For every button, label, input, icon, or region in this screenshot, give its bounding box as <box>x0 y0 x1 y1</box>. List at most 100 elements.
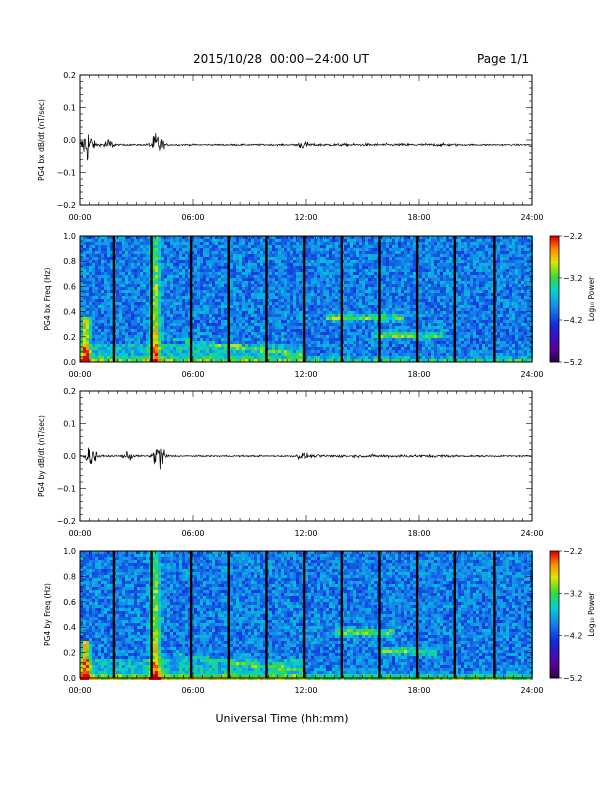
data-gap <box>189 236 193 362</box>
data-gap <box>378 236 381 362</box>
colorbar-swatch <box>550 309 559 313</box>
colorbar-swatch <box>550 650 559 654</box>
data-gap <box>227 551 230 678</box>
x-tick-label: 24:00 <box>520 213 543 222</box>
colorbar-swatch <box>550 610 559 613</box>
colorbar-swatch <box>550 557 559 560</box>
colorbar-swatch <box>550 265 559 268</box>
colorbar-swatch <box>550 635 559 639</box>
colorbar-swatch <box>550 563 559 567</box>
colorbar-swatch <box>550 299 559 302</box>
y-axis-label: PG4 by dB/dt (nT/sec) <box>37 415 46 497</box>
x-tick-label: 18:00 <box>407 213 430 222</box>
data-gap <box>340 236 343 362</box>
y-tick-label: 0.0 <box>63 674 76 683</box>
spectrogram-panel-3: 1.0 0.8 0.6 0.4 0.2 0.0 00:00 06:00 12:00 18:00 24… <box>43 547 596 695</box>
y-tick-label: 0.4 <box>63 623 76 632</box>
colorbar-swatch <box>550 555 559 558</box>
data-gap <box>265 551 268 678</box>
colorbar-swatch <box>550 269 559 273</box>
y-tick-label: −0.1 <box>57 169 76 178</box>
colorbar-swatch <box>550 633 559 637</box>
colorbar-label: Log₁₀ Power <box>587 591 596 636</box>
colorbar-swatch <box>550 559 559 563</box>
colorbar-swatch <box>550 652 559 656</box>
data-gap <box>453 236 456 362</box>
colorbar-tick-label: −3.2 <box>563 589 582 598</box>
data-gap <box>265 236 268 362</box>
colorbar-swatch <box>550 603 559 607</box>
colorbar-swatch <box>550 667 559 671</box>
colorbar-swatch <box>550 637 559 641</box>
colorbar-swatch <box>550 639 559 643</box>
x-tick-label: 18:00 <box>407 529 430 538</box>
colorbar-swatch <box>550 553 559 556</box>
colorbar-swatch <box>550 259 559 262</box>
data-gap <box>150 551 153 678</box>
colorbar-swatch <box>550 313 559 317</box>
colorbar-swatch <box>550 565 559 569</box>
y-tick-label: 1.0 <box>63 547 76 556</box>
colorbar-swatch <box>550 278 559 281</box>
colorbar-swatch <box>550 675 559 679</box>
colorbar-swatch <box>550 631 559 635</box>
x-tick-label: 06:00 <box>181 529 204 538</box>
colorbar-swatch <box>550 301 559 304</box>
colorbar-tick-label: −4.2 <box>563 316 582 325</box>
colorbar-swatch <box>550 238 559 241</box>
y-tick-label: 0.8 <box>63 257 76 266</box>
colorbar-tick-label: −3.2 <box>563 274 582 283</box>
colorbar-swatch <box>550 324 559 327</box>
y-tick-label: 0.2 <box>63 333 76 342</box>
page-indicator: Page 1/1 <box>477 52 530 66</box>
colorbar: −2.2 −3.2 −4.2 −5.2 Log₁₀ Power <box>549 232 596 367</box>
colorbar-swatch <box>550 254 559 258</box>
colorbar-swatch <box>550 280 559 283</box>
colorbar-swatch <box>550 257 559 260</box>
colorbar-swatch <box>550 595 559 599</box>
colorbar-swatch <box>550 658 559 662</box>
colorbar-swatch <box>550 271 559 275</box>
colorbar-swatch <box>550 317 559 321</box>
x-tick-label: 12:00 <box>294 213 317 222</box>
colorbar-swatch <box>550 345 559 348</box>
colorbar-swatch <box>550 357 559 361</box>
colorbar-swatch <box>550 236 559 239</box>
data-gap <box>112 551 116 678</box>
colorbar-swatch <box>550 282 559 285</box>
y-axis-label: PG4 by Freq (Hz) <box>43 583 52 646</box>
colorbar-swatch <box>550 250 559 254</box>
colorbar-swatch <box>550 263 559 266</box>
colorbar-swatch <box>550 307 559 310</box>
data-gap <box>112 236 116 362</box>
colorbar-swatch <box>550 574 559 577</box>
colorbar-swatch <box>550 608 559 611</box>
colorbar-swatch <box>550 332 559 336</box>
y-tick-label: 1.0 <box>63 232 76 241</box>
data-gap <box>453 551 456 678</box>
colorbar-swatch <box>550 349 559 352</box>
colorbar: −2.2 −3.2 −4.2 −5.2 Log₁₀ Power <box>549 547 596 683</box>
y-tick-label: 0.0 <box>63 358 76 367</box>
colorbar-swatch <box>550 347 559 350</box>
colorbar-swatch <box>550 334 559 338</box>
colorbar-tick-label: −4.2 <box>563 632 582 641</box>
y-tick-label: 0.8 <box>63 572 76 581</box>
colorbar-swatch <box>550 620 559 624</box>
colorbar-swatch <box>550 244 559 247</box>
x-tick-label: 06:00 <box>181 370 204 379</box>
y-tick-label: 0.6 <box>63 282 76 291</box>
y-tick-label: 0.2 <box>63 649 76 658</box>
colorbar-swatch <box>550 601 559 605</box>
colorbar-swatch <box>550 663 559 666</box>
colorbar-tick-label: −5.2 <box>563 674 582 683</box>
colorbar-swatch <box>550 305 559 308</box>
colorbar-swatch <box>550 661 559 664</box>
colorbar-swatch <box>550 355 559 359</box>
data-gap <box>493 551 496 678</box>
colorbar-swatch <box>550 286 559 289</box>
y-tick-label: −0.2 <box>57 517 76 526</box>
y-tick-label: −0.2 <box>57 201 76 210</box>
colorbar-swatch <box>550 599 559 603</box>
y-tick-label: 0.2 <box>63 71 76 80</box>
